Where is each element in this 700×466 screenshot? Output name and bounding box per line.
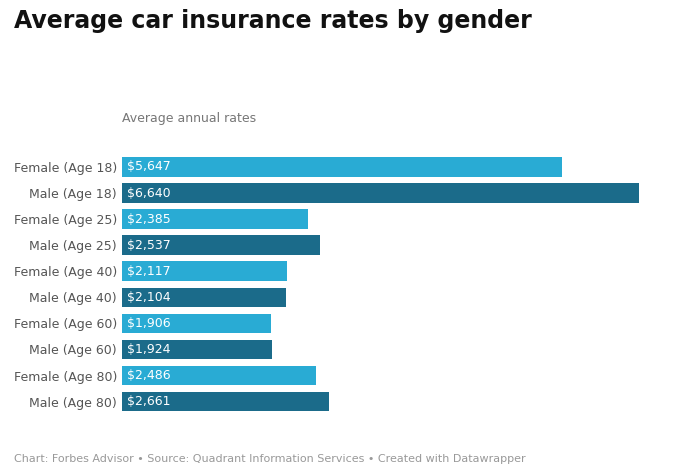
- Text: Average car insurance rates by gender: Average car insurance rates by gender: [14, 9, 532, 34]
- Text: $2,537: $2,537: [127, 239, 171, 252]
- Bar: [122, 366, 316, 385]
- Bar: [122, 235, 320, 255]
- Bar: [122, 209, 308, 229]
- Text: $5,647: $5,647: [127, 160, 171, 173]
- Text: $2,117: $2,117: [127, 265, 171, 278]
- Text: $2,104: $2,104: [127, 291, 171, 304]
- Bar: [122, 314, 271, 333]
- Text: $2,486: $2,486: [127, 369, 171, 382]
- Bar: [122, 261, 287, 281]
- Text: $6,640: $6,640: [127, 186, 171, 199]
- Text: Average annual rates: Average annual rates: [122, 112, 257, 125]
- Text: $1,924: $1,924: [127, 343, 171, 356]
- Bar: [122, 340, 272, 359]
- Bar: [122, 392, 330, 411]
- Text: $1,906: $1,906: [127, 317, 171, 330]
- Text: Chart: Forbes Advisor • Source: Quadrant Information Services • Created with Dat: Chart: Forbes Advisor • Source: Quadrant…: [14, 454, 526, 464]
- Bar: [122, 157, 561, 177]
- Bar: [122, 288, 286, 307]
- Text: $2,661: $2,661: [127, 395, 171, 408]
- Bar: [122, 183, 639, 203]
- Text: $2,385: $2,385: [127, 212, 171, 226]
